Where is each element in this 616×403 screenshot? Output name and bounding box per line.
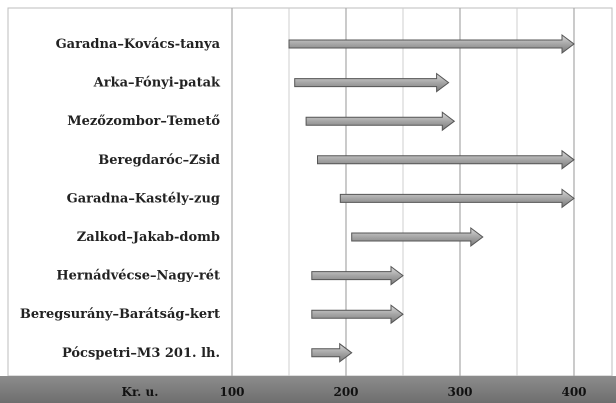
category-label: Arka–Fónyi-patak	[93, 76, 221, 91]
category-label: Garadna–Kovács-tanya	[56, 37, 221, 52]
range-arrow	[305, 111, 456, 132]
range-arrow	[311, 265, 404, 286]
range-arrow	[351, 227, 484, 247]
range-arrow	[294, 72, 450, 93]
category-label: Hernádvécse–Nagy-rét	[56, 269, 220, 284]
x-tick-label: 100	[219, 385, 244, 399]
range-arrow	[288, 34, 575, 54]
x-tick-label: 400	[561, 385, 586, 399]
category-label: Beregsurány–Barátság-kert	[20, 307, 220, 322]
range-arrow	[317, 149, 575, 170]
x-tick-label: 300	[447, 385, 472, 399]
x-tick-label: 200	[333, 385, 358, 399]
range-arrow	[311, 342, 353, 363]
range-arrow	[339, 188, 575, 209]
axis-label: Kr. u.	[122, 385, 159, 399]
category-label: Zalkod–Jakab-domb	[77, 230, 220, 245]
category-labels: Garadna–Kovács-tanya Arka–Fónyi-patak Mező…	[20, 37, 221, 361]
category-label: Mezőzombor–Temető	[67, 114, 220, 129]
axis-tick-labels: Kr. u. 100 200 300 400	[122, 385, 587, 399]
range-arrows	[288, 34, 575, 363]
category-label: Beregdaróc–Zsid	[98, 153, 220, 168]
axis-band	[0, 376, 616, 403]
range-arrow	[311, 304, 404, 325]
category-label: Garadna–Kastély-zug	[67, 191, 220, 206]
category-label: Pócspetri–M3 201. lh.	[62, 346, 220, 361]
